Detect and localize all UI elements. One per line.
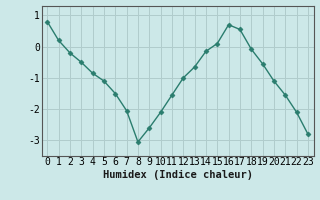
X-axis label: Humidex (Indice chaleur): Humidex (Indice chaleur) xyxy=(103,170,252,180)
